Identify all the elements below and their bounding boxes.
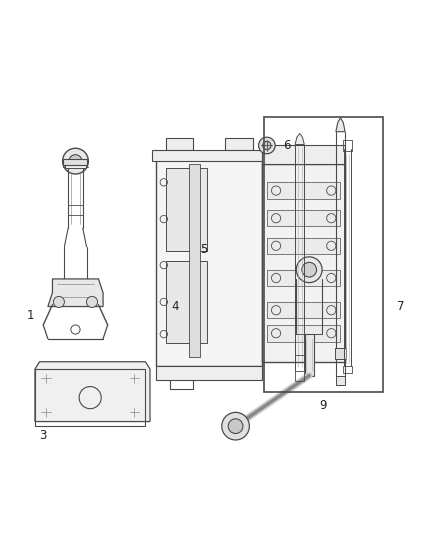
Text: 3: 3 [39,429,47,442]
Circle shape [170,299,185,314]
Bar [152,150,267,161]
Bar [65,164,85,168]
Circle shape [297,257,322,282]
Bar [264,117,383,392]
Text: 5: 5 [201,243,208,256]
Bar [335,348,346,359]
Circle shape [228,419,243,433]
Bar [166,138,193,155]
Bar [267,270,340,286]
Polygon shape [161,303,172,310]
Bar [64,159,88,165]
Bar [166,261,207,343]
Bar [343,140,352,151]
Polygon shape [336,118,345,132]
Circle shape [258,137,275,154]
Polygon shape [295,133,304,144]
Text: 4: 4 [171,300,179,313]
Bar [267,182,340,199]
Polygon shape [35,362,150,422]
Circle shape [69,155,82,167]
Bar [304,334,314,376]
Circle shape [263,141,271,150]
Circle shape [53,296,64,308]
Bar [267,238,340,254]
Circle shape [63,148,88,174]
Circle shape [174,303,181,310]
Bar [262,146,345,164]
Bar [156,155,262,366]
Text: 9: 9 [319,399,327,413]
Bar [336,376,345,385]
Bar [262,164,345,362]
Bar [156,366,262,380]
Text: 6: 6 [283,139,291,152]
Bar [343,366,352,373]
Bar [166,168,207,252]
Circle shape [222,413,249,440]
Bar [35,369,145,426]
Text: 7: 7 [396,300,404,313]
Circle shape [86,296,98,308]
Circle shape [302,262,317,277]
Bar [267,210,340,227]
Bar [226,138,253,155]
Text: 1: 1 [27,309,34,322]
Bar [267,302,340,319]
Polygon shape [48,279,103,306]
Bar [295,355,304,362]
Bar [189,164,200,357]
Bar [267,325,340,342]
Bar [295,372,304,381]
